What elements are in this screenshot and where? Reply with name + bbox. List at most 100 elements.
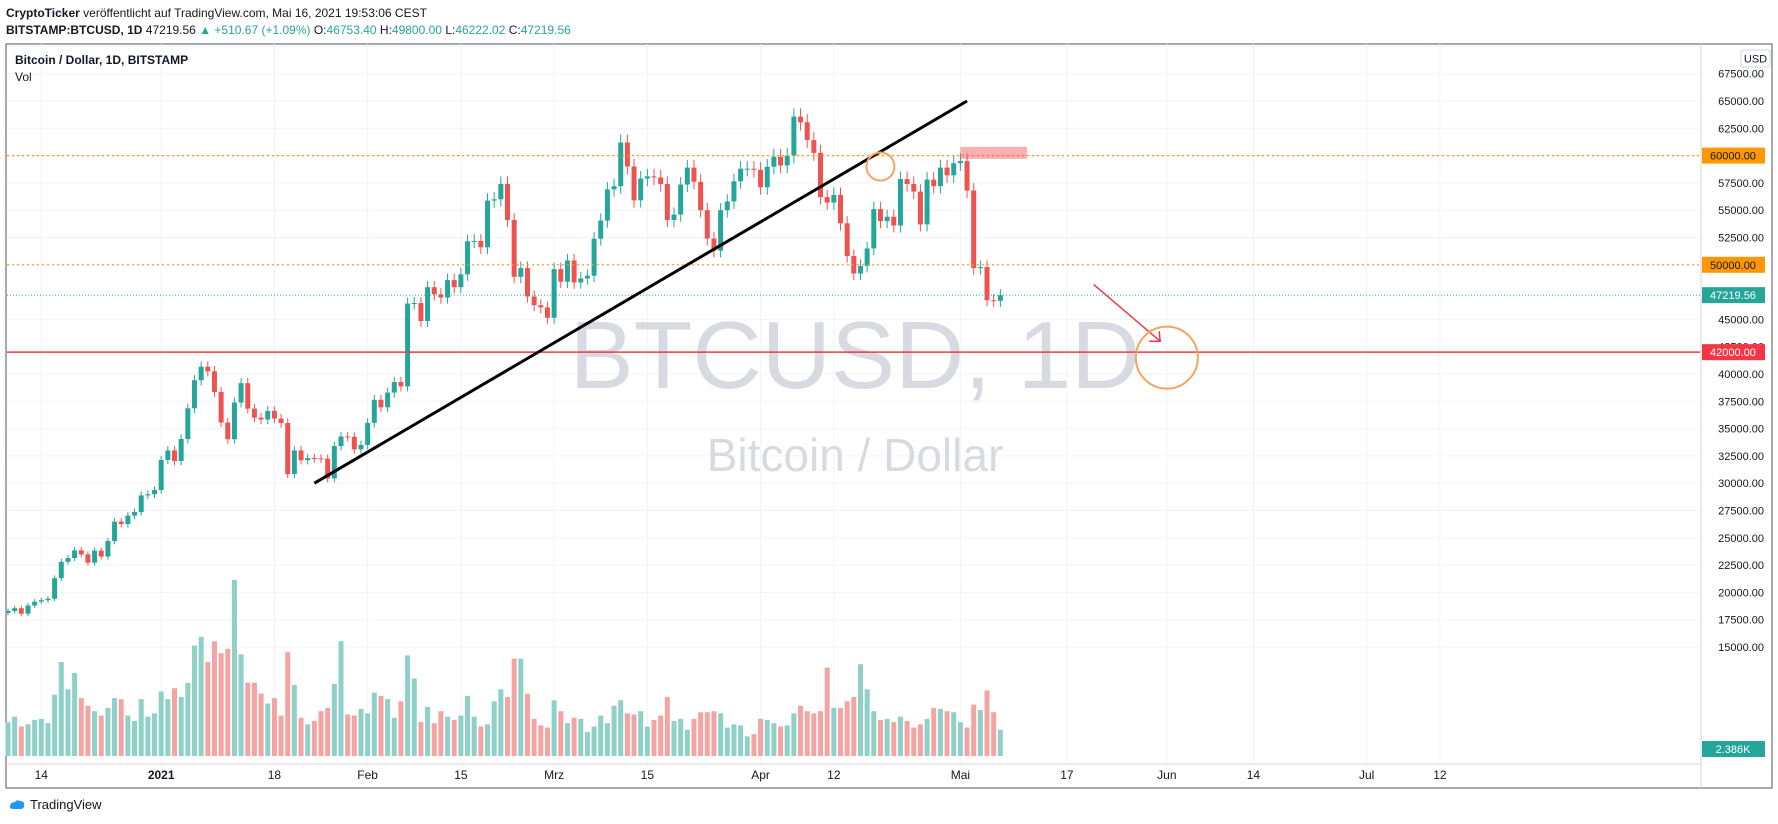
- candle-body: [964, 161, 970, 191]
- volume-bar: [245, 682, 251, 756]
- volume-bar: [445, 716, 451, 756]
- volume-indicator-label[interactable]: Vol: [15, 70, 32, 84]
- volume-bar: [678, 718, 684, 756]
- volume-bar: [271, 698, 277, 756]
- volume-bar: [138, 699, 144, 756]
- volume-bar: [378, 695, 384, 756]
- candle-body: [311, 458, 317, 460]
- candle-body: [991, 300, 997, 302]
- x-tick-label: Jul: [1359, 768, 1374, 782]
- candle-body: [152, 489, 158, 495]
- candle-body: [678, 184, 684, 215]
- candle-body: [198, 366, 204, 381]
- candle-body: [471, 240, 477, 242]
- volume-bar: [411, 678, 417, 756]
- volume-bar: [871, 711, 877, 756]
- candle-body: [864, 248, 870, 266]
- volume-bar: [485, 724, 491, 756]
- volume-bar: [751, 734, 757, 756]
- volume-bar: [804, 711, 810, 756]
- candle-body: [445, 280, 451, 298]
- candle-body: [531, 296, 537, 306]
- candle-body: [158, 459, 164, 490]
- author-name[interactable]: CryptoTicker: [6, 6, 80, 20]
- candle-body: [265, 410, 271, 420]
- candle-body: [305, 458, 311, 461]
- low-label: L:: [445, 23, 456, 37]
- watermark-symbol: BTCUSD, 1D: [570, 302, 1141, 409]
- volume-bar: [265, 703, 271, 756]
- x-tick-label: Mrz: [544, 768, 564, 782]
- volume-bar: [997, 729, 1003, 756]
- candle-body: [971, 190, 977, 269]
- y-tick-label: 37500.00: [1718, 396, 1764, 408]
- candle-body: [584, 275, 590, 279]
- volume-bar: [524, 693, 530, 756]
- volume-bar: [251, 682, 257, 756]
- volume-bar: [598, 715, 604, 756]
- open-label: O:: [313, 23, 327, 37]
- volume-bar: [52, 694, 58, 756]
- footer-brand[interactable]: TradingView: [30, 797, 102, 812]
- footer: TradingView: [8, 797, 102, 812]
- volume-bar: [125, 715, 131, 756]
- target-circle[interactable]: [1134, 325, 1199, 390]
- candle-body: [951, 163, 957, 176]
- watermark-name: Bitcoin / Dollar: [707, 429, 1004, 481]
- drawings[interactable]: [313, 99, 1199, 485]
- candle-body: [25, 605, 31, 614]
- candle-body: [518, 268, 524, 277]
- y-tick-label: 32500.00: [1718, 451, 1764, 463]
- time-axis[interactable]: 14 2021 18 Feb 15 Mrz 15 Apr 12 Mai 17 Jun 14 Jul 12: [35, 768, 1447, 782]
- close-value: 47219.56: [520, 23, 571, 37]
- candle-body: [5, 610, 11, 613]
- volume-bar: [365, 713, 371, 756]
- candle-body: [997, 295, 1003, 301]
- volume-bar: [38, 718, 44, 756]
- volume-bar: [704, 712, 710, 756]
- candle-body: [818, 152, 824, 198]
- candle-body: [937, 167, 943, 187]
- volume-bar: [278, 715, 284, 756]
- candle-body: [165, 450, 171, 460]
- candle-body: [698, 181, 704, 211]
- x-tick-label: Mai: [951, 768, 970, 782]
- candle-body: [225, 422, 231, 440]
- volume-bar: [791, 713, 797, 756]
- volume-bar: [505, 696, 510, 756]
- volume-bar: [638, 711, 644, 756]
- volume-bar: [798, 705, 804, 756]
- candle-body: [132, 512, 138, 516]
- watermark: BTCUSD, 1D Bitcoin / Dollar: [570, 302, 1141, 481]
- candle-body: [58, 561, 64, 579]
- candle-body: [784, 155, 790, 166]
- candle-body: [285, 423, 291, 475]
- volume-bar: [331, 683, 337, 756]
- horizontal-levels[interactable]: [7, 155, 1700, 353]
- resistance-box[interactable]: [960, 146, 1027, 159]
- volume-bar: [738, 725, 744, 756]
- candle-body: [558, 269, 564, 282]
- volume-bar: [438, 711, 444, 756]
- x-tick-label: Apr: [751, 768, 770, 782]
- trendline[interactable]: [313, 99, 968, 485]
- candle-body: [544, 307, 550, 318]
- chart-title: Bitcoin / Dollar, 1D, BITSTAMP: [15, 53, 188, 67]
- volume-bar: [25, 724, 31, 756]
- volume-bar: [824, 667, 830, 756]
- volume-bar: [977, 710, 983, 756]
- volume-bar: [325, 707, 331, 756]
- candle-body: [92, 550, 98, 563]
- last-price-badge: [1702, 287, 1765, 304]
- breakdown-circle[interactable]: [865, 151, 896, 182]
- volume-bars: [5, 580, 1003, 756]
- level-badge-label: 60000.00: [1710, 151, 1756, 163]
- candle-body: [478, 240, 484, 248]
- volume-bar: [811, 713, 817, 756]
- candle-body: [931, 179, 937, 187]
- candle-body: [418, 303, 424, 322]
- volume-bar: [132, 721, 138, 756]
- chart-frame: [5, 43, 1773, 789]
- y-tick-label: 30000.00: [1718, 478, 1764, 490]
